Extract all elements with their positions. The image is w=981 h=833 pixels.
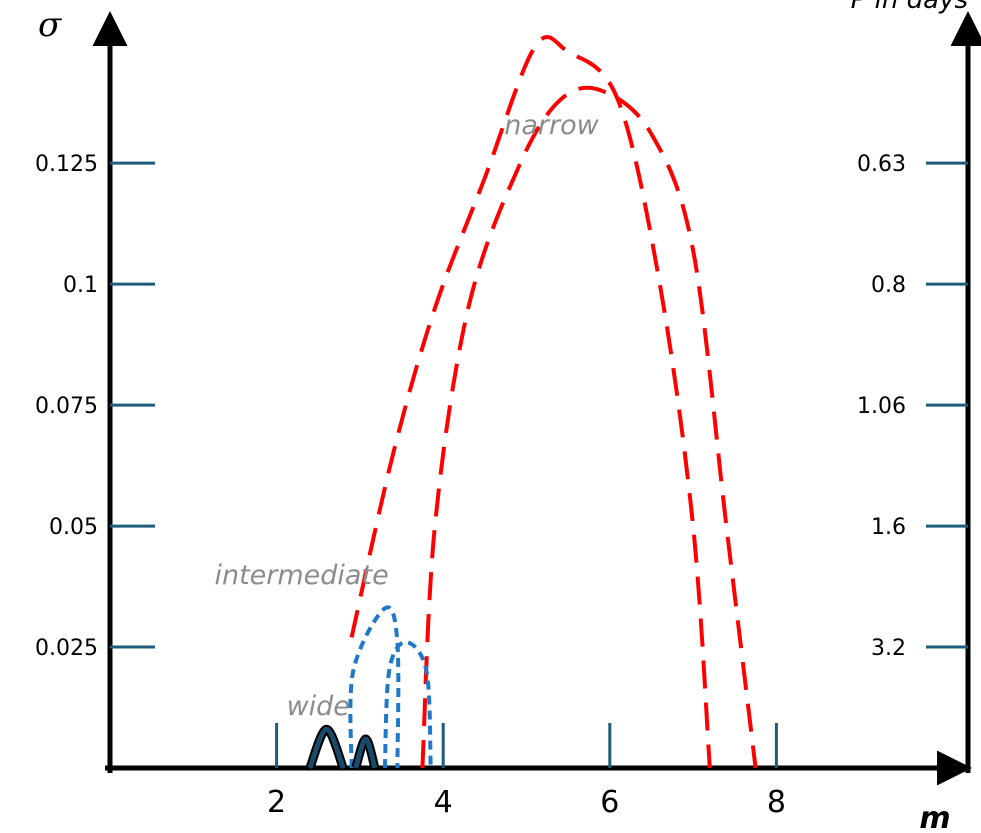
annotations: narrow intermediate wide: [214, 110, 599, 722]
bottom-tick-label: 8: [767, 785, 786, 820]
wide-curve: [353, 736, 378, 769]
region-label-wide: wide: [287, 691, 350, 722]
right-tick-label: 1.6: [871, 515, 906, 540]
right-tick-label: 0.63: [857, 152, 906, 177]
left-tick-label: 0.025: [35, 636, 98, 661]
left-ticks: 0.025 0.05 0.075 0.1 0.125: [35, 152, 155, 661]
right-ticks: 3.2 1.6 1.06 0.8 0.63: [857, 152, 968, 661]
y2-axis-title: P in days: [851, 0, 968, 15]
narrow-curve: [420, 85, 758, 769]
right-tick-label: 0.8: [871, 273, 906, 298]
region-label-intermediate: intermediate: [214, 560, 388, 591]
right-tick-label: 3.2: [871, 636, 906, 661]
left-tick-label: 0.075: [35, 394, 98, 419]
bottom-tick-label: 2: [267, 785, 286, 820]
wide-curve: [307, 726, 346, 769]
region-label-narrow: narrow: [504, 110, 599, 141]
bottom-tick-label: 6: [600, 785, 619, 820]
left-tick-label: 0.1: [63, 273, 98, 298]
left-tick-label: 0.125: [35, 152, 98, 177]
intermediate-curve: [382, 640, 433, 769]
bottom-tick-label: 4: [434, 785, 453, 820]
curves: [305, 35, 758, 770]
x-axis-title: m: [919, 801, 950, 833]
bottom-ticks: 2 4 6 8: [267, 723, 786, 820]
left-tick-label: 0.05: [49, 515, 98, 540]
right-tick-label: 1.06: [857, 394, 906, 419]
intermediate-curve: [348, 605, 401, 769]
y-axis-title: σ: [38, 5, 62, 45]
narrow-curve: [349, 35, 712, 769]
